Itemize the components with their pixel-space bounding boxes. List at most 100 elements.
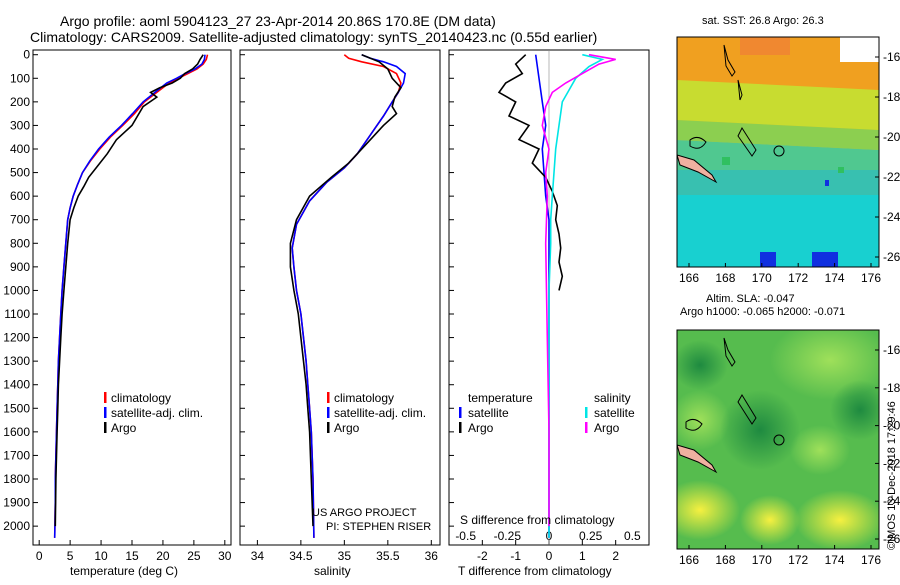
credit-line2: PI: STEPHEN RISER — [326, 521, 431, 533]
depth-tick-label: 1400 — [3, 378, 30, 392]
series-line-argo — [289, 53, 402, 527]
x2-tick-label: 0.25 — [579, 529, 603, 543]
difference-legend-temperature: temperature satellite Argo — [459, 391, 533, 435]
depth-tick-label: 1100 — [4, 307, 30, 321]
legend-t-satellite: satellite — [468, 406, 509, 420]
map-y-tick-label: -16 — [883, 343, 900, 357]
chart-title-line1: Argo profile: aoml 5904123_27 23-Apr-201… — [60, 13, 496, 29]
depth-tick-label: 1800 — [3, 472, 30, 486]
depth-tick-label: 100 — [10, 71, 30, 85]
map-y-tick-label: -26 — [883, 250, 900, 264]
map-y-tick-label: -20 — [883, 130, 900, 144]
map-y-tick-label: -22 — [883, 456, 900, 470]
map-y-tick-label: -22 — [883, 170, 900, 184]
map-x-tick-label: 168 — [715, 271, 735, 285]
x-tick-label: 35.5 — [376, 549, 400, 563]
x2-tick-label: -0.25 — [494, 529, 522, 543]
map-x-tick-label: 172 — [788, 553, 808, 567]
temperature-panel: 0 5 10 15 20 25 30 — [33, 54, 232, 563]
legend-t-argo: Argo — [468, 421, 494, 435]
x-tick-label: -2 — [477, 549, 488, 563]
depth-tick-label: 1200 — [3, 331, 30, 345]
x-tick-label: 30 — [218, 549, 232, 563]
map-y-tick-label: -24 — [883, 210, 900, 224]
sla-map-subtitle: Argo h1000: -0.065 h2000: -0.071 — [680, 306, 845, 318]
map-x-tick-label: 174 — [825, 271, 845, 285]
x-tick-label: 34.5 — [289, 549, 313, 563]
x-tick-label: 34 — [251, 549, 265, 563]
depth-tick-label: 400 — [10, 142, 30, 156]
difference-legend-salinity: salinity satellite Argo — [585, 391, 635, 435]
legend-salinity-title: salinity — [594, 391, 631, 405]
s-difference-axis-label: S difference from climatology — [460, 513, 615, 527]
depth-tick-label: 800 — [10, 236, 30, 250]
depth-tick-label: 1700 — [3, 448, 30, 462]
map-y-tick-label: -20 — [883, 419, 900, 433]
map-axis-labels: -16 -18 -20 -22 -24 -26 166 168 170 172 174 176 -16 -… — [679, 50, 900, 567]
x-tick-label: 35 — [338, 549, 352, 563]
series-line-argo — [54, 54, 204, 527]
depth-tick-label: 200 — [10, 95, 30, 109]
map-x-tick-label: 166 — [679, 271, 699, 285]
difference-panel: -2 -1 0 1 2-0.5 -0.25 0 0.25 0.5 — [449, 50, 641, 563]
depth-tick-label: 1300 — [3, 354, 30, 368]
imos-watermark: ©IMOS 13-Dec-2018 17:29:46 — [886, 401, 898, 550]
credit-line1: US ARGO PROJECT — [312, 507, 417, 519]
legend-satellite-adj: satellite-adj. clim. — [334, 406, 426, 420]
t-difference-axis-label: T difference from climatology — [458, 564, 612, 578]
x-tick-label: 0 — [36, 549, 43, 563]
map-x-tick-label: 166 — [679, 553, 699, 567]
map-y-tick-label: -24 — [883, 494, 900, 508]
sst-map-title: sat. SST: 26.8 Argo: 26.3 — [702, 15, 824, 27]
depth-tick-label: 600 — [10, 189, 30, 203]
argo-location-marker — [773, 434, 785, 446]
sla-map-title: Altim. SLA: -0.047 — [706, 293, 795, 305]
series-line-satellite — [291, 53, 407, 538]
map-x-tick-label: 176 — [861, 271, 881, 285]
map-x-tick-label: 168 — [715, 553, 735, 567]
argo-location-marker — [773, 145, 785, 157]
map-x-tick-label: 174 — [825, 553, 845, 567]
map-y-tick-label: -18 — [883, 381, 900, 395]
depth-tick-label: 1900 — [3, 496, 30, 510]
x-tick-label: 2 — [612, 549, 619, 563]
x-tick-label: 25 — [187, 549, 201, 563]
series-line-salinity_argo — [541, 53, 616, 527]
temperature-axis-label: temperature (deg C) — [70, 564, 178, 578]
map-y-tick-label: -18 — [883, 90, 900, 104]
x-tick-label: 15 — [125, 549, 139, 563]
map-x-tick-label: 176 — [861, 553, 881, 567]
map-x-tick-label: 170 — [752, 271, 772, 285]
legend-temperature-title: temperature — [468, 391, 533, 405]
map-y-tick-label: -16 — [883, 50, 900, 64]
series-line-argo — [497, 54, 564, 291]
salinity-panel: 34 34.5 35 35.5 36 — [240, 53, 439, 563]
map-x-tick-label: 170 — [752, 553, 772, 567]
map-x-tick-label: 172 — [788, 271, 808, 285]
series-line-salinity_sat — [548, 53, 605, 538]
sla-map — [677, 330, 879, 549]
series-line-climatology — [291, 54, 402, 538]
depth-tick-label: 300 — [10, 118, 30, 132]
map-y-tick-label: -26 — [883, 532, 900, 546]
legend-s-argo: Argo — [594, 421, 620, 435]
depth-tick-label: 1500 — [3, 401, 30, 415]
depth-tick-label: 700 — [10, 213, 30, 227]
x-tick-label: 36 — [425, 549, 439, 563]
x-tick-label: 1 — [579, 549, 586, 563]
legend-s-satellite: satellite — [594, 406, 635, 420]
x-tick-label: -1 — [510, 549, 521, 563]
depth-axis-labels: 0 100 200 300 400 500 600 700 800 900 1000 1100 1200… — [3, 48, 30, 533]
legend-argo: Argo — [334, 421, 360, 435]
x-tick-label: 10 — [94, 549, 108, 563]
x-tick-label: 5 — [67, 549, 74, 563]
temperature-legend: climatology satellite-adj. clim. Argo — [104, 391, 203, 435]
chart-title-line2: Climatology: CARS2009. Satellite-adjuste… — [30, 29, 597, 45]
depth-tick-label: 900 — [10, 260, 30, 274]
salinity-legend: climatology satellite-adj. clim. Argo — [327, 391, 426, 435]
legend-argo: Argo — [111, 421, 137, 435]
legend-climatology: climatology — [334, 391, 394, 405]
salinity-panel-frame — [239, 49, 441, 546]
legend-satellite-adj: satellite-adj. clim. — [111, 406, 203, 420]
